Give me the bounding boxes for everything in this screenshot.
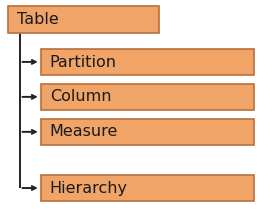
Text: Hierarchy: Hierarchy	[50, 181, 128, 196]
Text: Partition: Partition	[50, 54, 117, 70]
FancyBboxPatch shape	[41, 84, 254, 110]
FancyBboxPatch shape	[41, 119, 254, 145]
FancyBboxPatch shape	[41, 49, 254, 75]
Text: Table: Table	[17, 12, 59, 27]
FancyBboxPatch shape	[41, 175, 254, 201]
Text: Column: Column	[50, 89, 111, 105]
Text: Measure: Measure	[50, 124, 118, 139]
FancyBboxPatch shape	[8, 6, 159, 33]
